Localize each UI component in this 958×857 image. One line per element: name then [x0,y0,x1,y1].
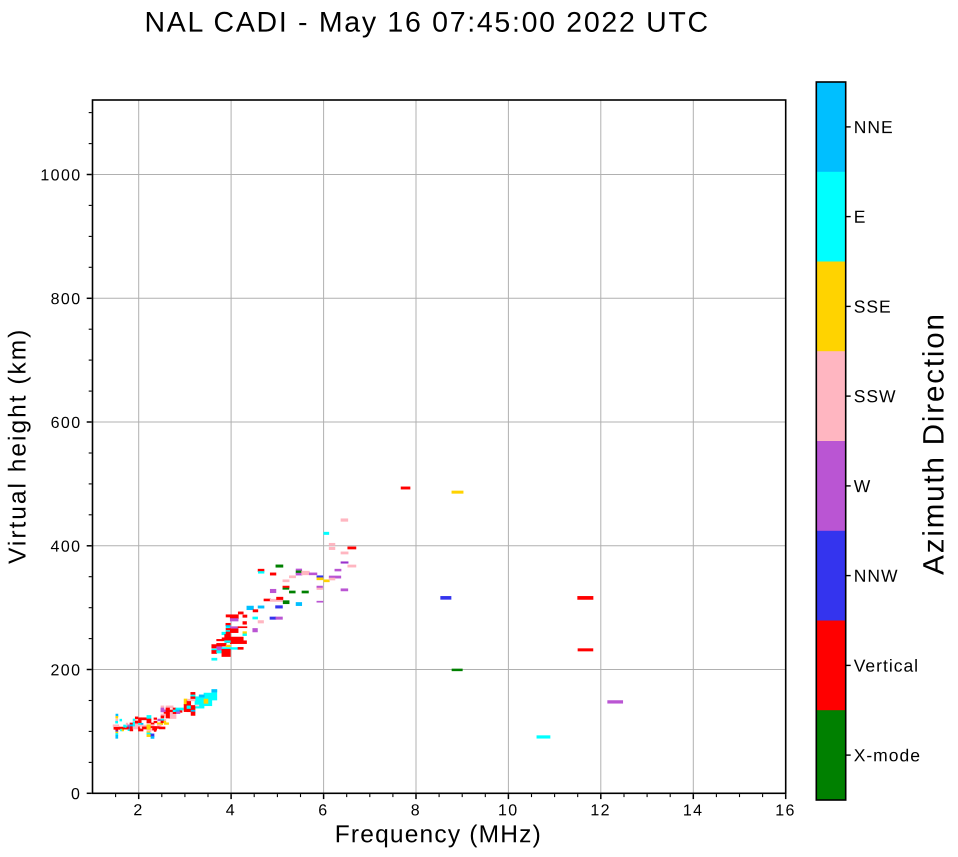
svg-text:0: 0 [71,786,81,803]
svg-text:W: W [854,476,872,496]
svg-text:600: 600 [51,415,82,432]
svg-text:400: 400 [51,539,82,556]
svg-text:Frequency (MHz): Frequency (MHz) [335,821,542,848]
svg-text:14: 14 [683,802,704,819]
svg-text:SSE: SSE [854,297,892,317]
svg-text:800: 800 [51,291,82,308]
svg-text:6: 6 [318,802,328,819]
svg-text:10: 10 [498,802,519,819]
svg-text:E: E [854,207,867,227]
svg-text:Vertical: Vertical [854,656,919,676]
svg-text:4: 4 [226,802,236,819]
svg-text:200: 200 [51,662,82,679]
svg-text:NNE: NNE [854,117,894,137]
svg-text:8: 8 [411,802,421,819]
svg-text:SSW: SSW [854,386,897,406]
svg-text:12: 12 [590,802,611,819]
svg-text:NAL CADI - May 16 07:45:00 202: NAL CADI - May 16 07:45:00 2022 UTC [144,7,709,39]
svg-text:Virtual height (km): Virtual height (km) [4,328,31,564]
svg-text:1000: 1000 [40,167,81,184]
svg-text:X-mode: X-mode [854,745,921,765]
svg-text:16: 16 [775,803,796,820]
svg-text:NNW: NNW [854,566,899,586]
svg-text:2: 2 [133,802,143,819]
svg-text:Azimuth Direction: Azimuth Direction [918,312,951,575]
